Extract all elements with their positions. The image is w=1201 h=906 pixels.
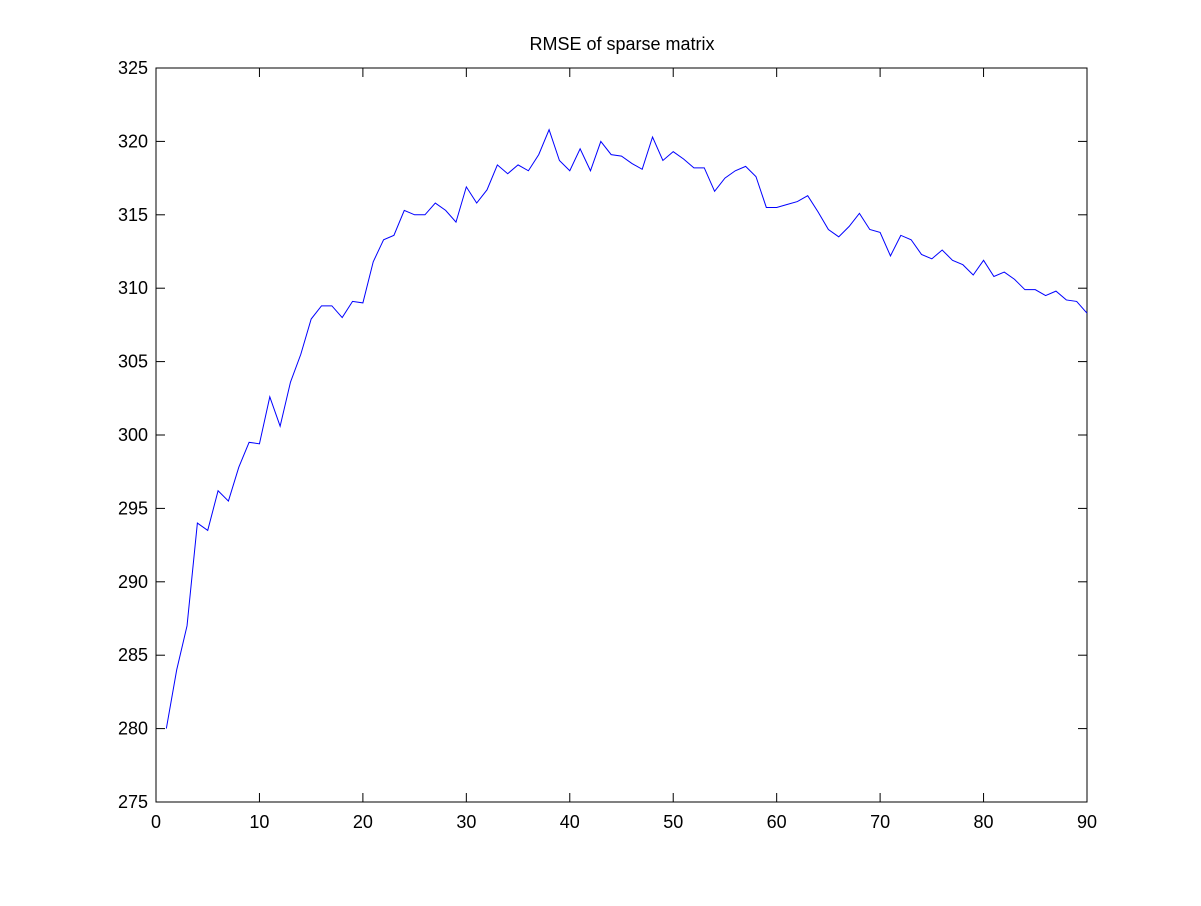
y-tick-label: 280 — [118, 719, 148, 739]
y-tick-label: 290 — [118, 572, 148, 592]
axes: 0 10 20 30 40 50 60 70 80 90 275 280 285 290 295 300 305… — [118, 58, 1097, 832]
plot-area — [166, 130, 1087, 729]
y-tick-label: 295 — [118, 498, 148, 518]
x-tick-label: 20 — [353, 812, 373, 832]
y-tick-label: 325 — [118, 58, 148, 78]
axes-box — [156, 68, 1087, 802]
x-tick-label: 10 — [249, 812, 269, 832]
x-tick-label: 70 — [870, 812, 890, 832]
x-tick-label: 30 — [456, 812, 476, 832]
x-tick-label: 80 — [974, 812, 994, 832]
series-line-0 — [166, 130, 1087, 729]
y-tick-label: 310 — [118, 278, 148, 298]
y-tick-label: 300 — [118, 425, 148, 445]
y-tick-label: 305 — [118, 352, 148, 372]
y-tick-label: 285 — [118, 645, 148, 665]
chart-title: RMSE of sparse matrix — [529, 34, 714, 54]
x-tick-label: 90 — [1077, 812, 1097, 832]
x-tick-label: 40 — [560, 812, 580, 832]
x-tick-label: 60 — [767, 812, 787, 832]
x-tick-label: 50 — [663, 812, 683, 832]
y-tick-label: 320 — [118, 131, 148, 151]
x-tick-label: 0 — [151, 812, 161, 832]
y-tick-label: 315 — [118, 205, 148, 225]
y-tick-label: 275 — [118, 792, 148, 812]
